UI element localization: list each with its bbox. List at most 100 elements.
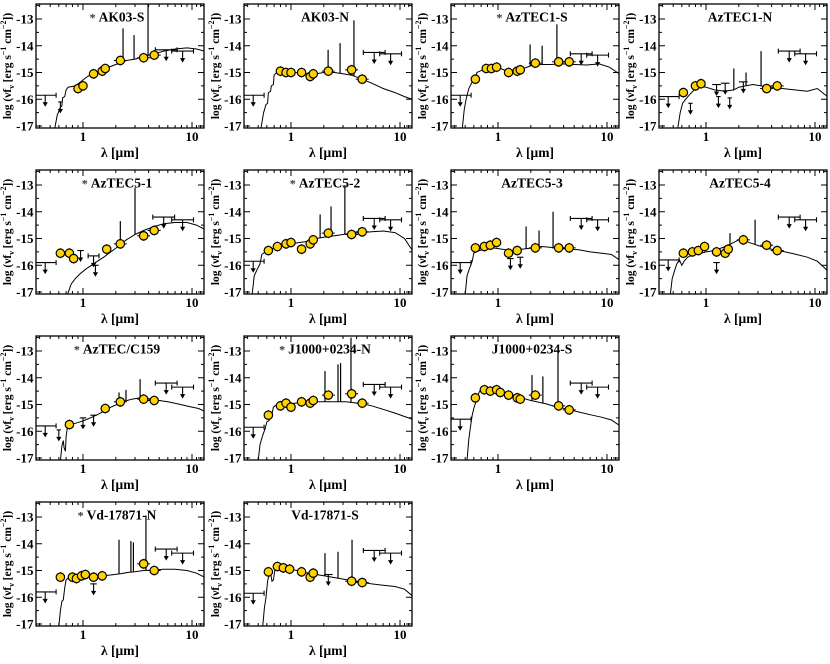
photometry-point	[470, 242, 481, 253]
y-tick-label: -14	[639, 204, 657, 219]
detection-star-icon: *	[496, 11, 505, 25]
upper-limit-marker	[658, 94, 680, 109]
photometry-point	[695, 78, 706, 89]
sed-plot-canvas: 1 10 -13 -14 -15 -16 -17 λ [μm] log (νfν​ [erg s…	[207, 501, 413, 658]
x-axis-label: λ [μm]	[724, 145, 762, 160]
upper-limit-marker	[243, 92, 265, 107]
upper-limit-marker	[323, 573, 333, 587]
x-tick-label: 1	[80, 461, 87, 476]
x-tick-label: 1	[287, 461, 294, 476]
y-tick-label: -16	[431, 92, 449, 107]
y-tick-label: -14	[16, 536, 34, 551]
photometry-point	[307, 68, 318, 79]
upper-limit-marker	[378, 51, 402, 66]
y-tick-label: -16	[16, 92, 34, 107]
photometry-point	[307, 568, 318, 579]
plot-frame	[242, 501, 413, 627]
model-sed-curve	[251, 230, 412, 294]
y-tick-label: -16	[16, 590, 34, 605]
x-tick-label: 10	[601, 129, 614, 144]
y-tick-label: -15	[16, 397, 34, 412]
plot-frame	[35, 335, 205, 461]
x-axis-label: λ [μm]	[101, 477, 139, 492]
photometry-point	[355, 226, 369, 237]
panel-title: J1000+0234-S	[492, 342, 572, 357]
y-tick-label: -16	[431, 258, 449, 273]
y-tick-label: -17	[224, 285, 242, 300]
photometry-point	[491, 237, 502, 248]
panel-title: AzTEC1-N	[707, 10, 772, 25]
photometry-point	[147, 395, 161, 406]
photometry-point	[491, 62, 502, 73]
upper-limit-marker	[378, 550, 402, 565]
x-axis-label: λ [μm]	[309, 145, 347, 160]
panel-title: * AzTEC5-2	[289, 176, 360, 191]
x-axis-label: λ [μm]	[516, 477, 554, 492]
photometry-point	[495, 387, 506, 398]
photometry-point	[263, 410, 273, 421]
upper-limit-marker	[586, 384, 610, 399]
panel-title: * J1000+0234-N	[279, 342, 371, 357]
photometry-point	[100, 63, 111, 74]
upper-limit-marker	[711, 83, 721, 97]
x-tick-label: 1	[702, 129, 709, 144]
sed-panel-ak03-n: 1 10 -13 -14 -15 -16 -17 λ [μm] log (νfν​ [erg s…	[207, 0, 416, 171]
plot-frame	[35, 169, 205, 295]
y-tick-label: -15	[16, 65, 34, 80]
y-tick-label: -13	[16, 344, 34, 359]
sed-panel-j1000-0234-s: 1 10 -13 -14 -15 -16 -17 λ [μm] log (νfν​ [erg s…	[414, 332, 623, 503]
x-tick-label: 10	[808, 295, 821, 310]
detection-star-icon: *	[82, 177, 91, 191]
x-axis-label: λ [μm]	[309, 477, 347, 492]
y-axis-label: log (νfν​ [erg s−1​ cm−2​])	[208, 345, 224, 451]
sed-plot-canvas: 1 10 -13 -14 -15 -16 -17 λ [μm] log (νfν​ [erg s…	[0, 169, 205, 326]
photometry-point	[770, 80, 784, 91]
photometry-point	[503, 67, 514, 78]
photometry-point	[137, 558, 151, 569]
y-tick-label: -15	[16, 231, 34, 246]
sed-panel-aztec-c159: 1 10 -13 -14 -15 -16 -17 λ [μm] log (νfν​ [erg s…	[0, 332, 208, 503]
photometry-point	[759, 83, 773, 94]
photometry-point	[759, 240, 773, 251]
upper-limit-marker	[777, 48, 801, 63]
y-tick-label: -14	[16, 38, 34, 53]
sed-plot-canvas: 1 10 -13 -14 -15 -16 -17 λ [μm] log (νfν​ [erg s…	[207, 169, 413, 326]
plot-frame	[242, 169, 413, 295]
y-tick-label: -15	[639, 231, 657, 246]
photometry-point	[736, 234, 750, 245]
y-axis-label: log (νfν​ [erg s−1​ cm−2​])	[208, 179, 224, 285]
upper-limit-marker	[687, 102, 693, 115]
x-tick-label: 10	[393, 129, 406, 144]
y-tick-label: -15	[224, 563, 242, 578]
photometry-point	[711, 246, 721, 257]
plot-frame	[450, 169, 620, 295]
model-sed-curve	[676, 83, 827, 128]
upper-limit-marker	[152, 214, 176, 229]
x-tick-label: 1	[80, 295, 87, 310]
photometry-point	[344, 64, 358, 75]
x-tick-label: 1	[287, 129, 294, 144]
photometry-point	[562, 242, 576, 253]
y-tick-label: -13	[431, 178, 449, 193]
model-sed-curve	[464, 245, 619, 294]
upper-limit-marker	[56, 429, 62, 442]
y-tick-label: -16	[224, 258, 242, 273]
sed-plot-canvas: 1 10 -13 -14 -15 -16 -17 λ [μm] log (νfν​ [erg s…	[622, 3, 828, 160]
photometry-point	[470, 74, 481, 85]
upper-limit-marker	[92, 264, 99, 277]
y-tick-label: -16	[16, 424, 34, 439]
upper-limit-marker	[171, 48, 195, 63]
photometry-point	[503, 248, 514, 259]
x-axis-label: λ [μm]	[101, 311, 139, 326]
y-tick-label: -13	[639, 178, 657, 193]
photometry-point	[296, 67, 306, 78]
sed-panel-aztec5-3: 1 10 -13 -14 -15 -16 -17 λ [μm] log (νfν​ [erg s…	[414, 166, 623, 337]
photometry-point	[512, 245, 522, 256]
x-tick-label: 10	[393, 295, 406, 310]
y-tick-label: -14	[224, 38, 242, 53]
upper-limit-marker	[243, 424, 265, 439]
photometry-point	[137, 230, 151, 241]
photometry-point	[263, 566, 273, 577]
photometry-point	[55, 572, 66, 583]
photometry-point	[770, 245, 784, 256]
